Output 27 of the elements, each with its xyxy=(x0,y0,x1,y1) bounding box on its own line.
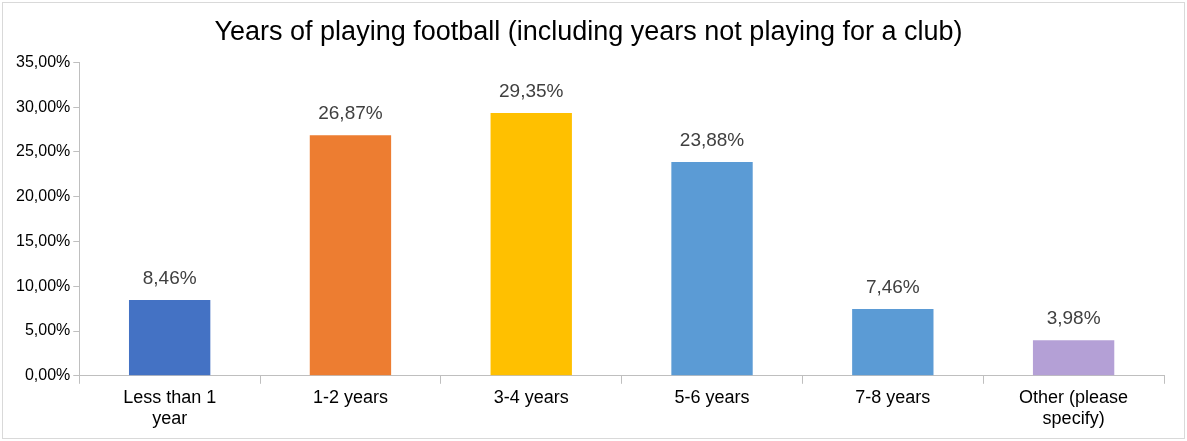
y-tick-label: 15,00% xyxy=(16,231,71,249)
x-tick-label: 7-8 years xyxy=(855,386,931,407)
bar xyxy=(128,300,211,376)
y-tick-label: 0,00% xyxy=(24,366,71,384)
x-tick-label: Less than 1 year xyxy=(123,386,217,429)
y-tick-label: 10,00% xyxy=(16,276,71,294)
y-tick-label: 20,00% xyxy=(16,187,71,205)
data-label: 26,87% xyxy=(318,101,383,123)
y-tick-label: 35,00% xyxy=(16,52,71,70)
bar xyxy=(852,309,934,376)
y-tick-label: 25,00% xyxy=(16,142,71,160)
x-tick-label: 1-2 years xyxy=(312,386,388,407)
data-label: 29,35% xyxy=(499,79,564,101)
x-tick-label: 5-6 years xyxy=(674,386,750,407)
bar xyxy=(309,135,392,376)
data-label: 23,88% xyxy=(679,128,745,150)
y-tick-label: 5,00% xyxy=(24,321,71,339)
x-tick-label: 3-4 years xyxy=(493,386,569,407)
y-tick-label: 30,00% xyxy=(16,97,71,115)
chart-title: Years of playing football (including years not playing for a club) xyxy=(214,15,963,46)
data-label: 3,98% xyxy=(1046,306,1101,328)
data-label: 8,46% xyxy=(142,266,197,288)
data-label: 7,46% xyxy=(865,275,920,297)
bar xyxy=(1032,340,1115,376)
bar xyxy=(490,112,572,376)
bar xyxy=(671,161,753,376)
x-tick-label: Other (please specify) xyxy=(1019,386,1129,429)
